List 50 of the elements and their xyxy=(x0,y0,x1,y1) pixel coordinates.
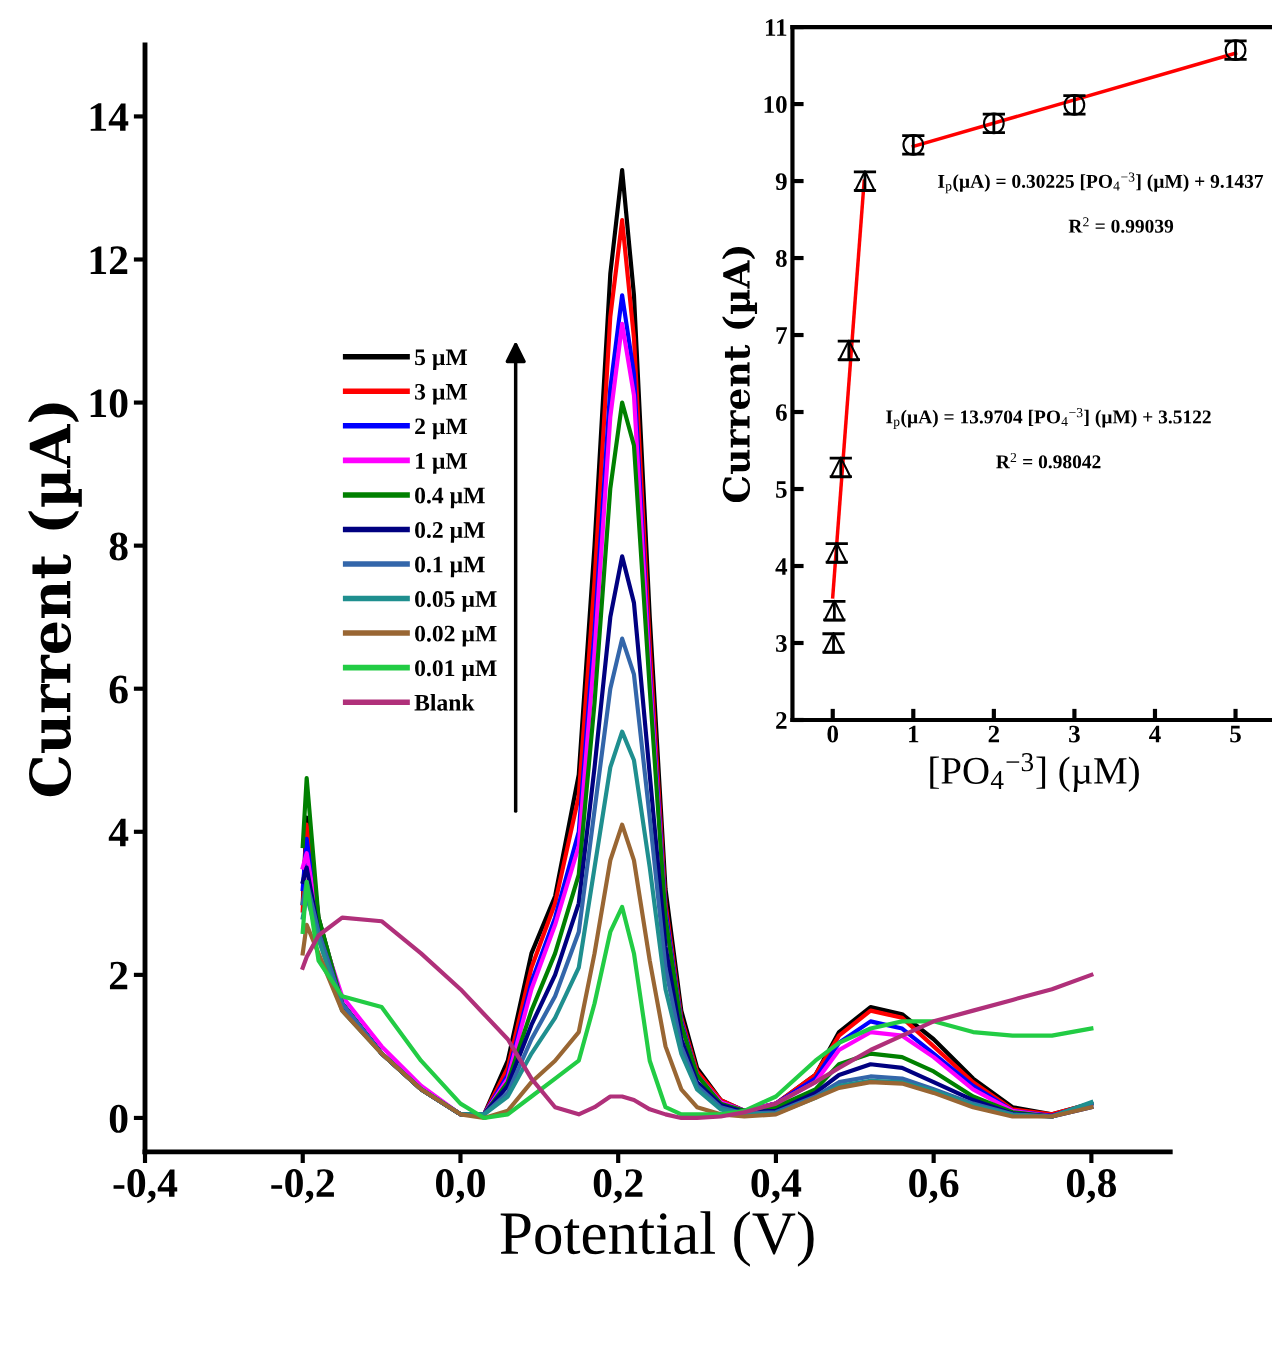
x-tick-label: -0,2 xyxy=(271,1169,334,1204)
legend-label: 0.1 µM xyxy=(415,556,485,578)
y-tick-label: 8 xyxy=(775,250,787,267)
y-tick-label: 7 xyxy=(776,327,787,344)
y-tick-label: 8 xyxy=(109,532,128,561)
x-tick-label: 0,2 xyxy=(593,1169,643,1204)
y-tick-label: 5 xyxy=(776,481,787,498)
annotation: I$_{p}$(µA) = 13.9704 [PO$_{4}$$^{−3}$] (µM) + 3.5122 xyxy=(886,408,1211,429)
x-tick-label: 0,6 xyxy=(909,1169,959,1204)
y-tick-label: 14 xyxy=(90,103,129,131)
x-axis-title: [PO$_{4}$$^{−3}$] (µM) xyxy=(930,753,1139,792)
x-tick-label: 1 xyxy=(909,725,919,743)
x-tick-label: 2 xyxy=(988,725,1000,743)
y-tick-label: 6 xyxy=(775,404,787,421)
y-tick-label: 10 xyxy=(90,389,128,418)
legend-label: 1 µM xyxy=(416,453,468,474)
annotation: R$^{2}$ = 0.99039 xyxy=(1068,217,1174,233)
legend-label: 0.02 µM xyxy=(415,625,497,647)
x-tick-label: 3 xyxy=(1069,725,1080,743)
legend-label: 5 µM xyxy=(415,349,468,371)
y-axis-title: Current (µA) xyxy=(722,246,758,503)
y-tick-label: 2 xyxy=(109,961,128,990)
annotation: I$_{p}$(µA) = 0.30225 [PO$_{4}$$^{−3}$] (µM) + 9.1437 xyxy=(938,172,1264,194)
legend-label: 0.2 µM xyxy=(415,522,485,543)
y-tick-label: 10 xyxy=(764,96,787,113)
legend-label: 0.05 µM xyxy=(415,591,497,612)
y-tick-label: 4 xyxy=(108,818,129,847)
legend-label: 0.01 µM xyxy=(415,660,497,681)
y-tick-label: 12 xyxy=(90,246,128,274)
x-tick-label: 0,8 xyxy=(1066,1169,1117,1204)
y-tick-label: 4 xyxy=(775,558,788,575)
y-tick-label: 2 xyxy=(776,712,787,729)
x-tick-label: 4 xyxy=(1149,725,1161,743)
legend-label: 2 µM xyxy=(415,418,468,440)
x-tick-label: 0,0 xyxy=(436,1169,485,1204)
legend-label: 0.4 µM xyxy=(415,487,485,509)
y-tick-label: 6 xyxy=(109,675,128,704)
y-tick-label: 3 xyxy=(776,635,787,652)
x-axis-title: Potential (V) xyxy=(500,1211,814,1267)
legend-label: 3 µM xyxy=(415,383,468,405)
x-tick-label: -0,4 xyxy=(113,1169,178,1204)
x-tick-label: 5 xyxy=(1230,725,1241,743)
annotation: R$^{2}$ = 0.98042 xyxy=(996,452,1101,469)
legend-label: Blank xyxy=(414,694,475,711)
y-tick-label: 11 xyxy=(765,19,787,36)
y-tick-label: 9 xyxy=(775,173,787,190)
x-tick-label: 0 xyxy=(827,725,839,743)
y-axis-title: Current (µA) xyxy=(28,403,82,797)
x-tick-label: 0,4 xyxy=(751,1169,802,1204)
y-tick-label: 0 xyxy=(109,1104,128,1133)
